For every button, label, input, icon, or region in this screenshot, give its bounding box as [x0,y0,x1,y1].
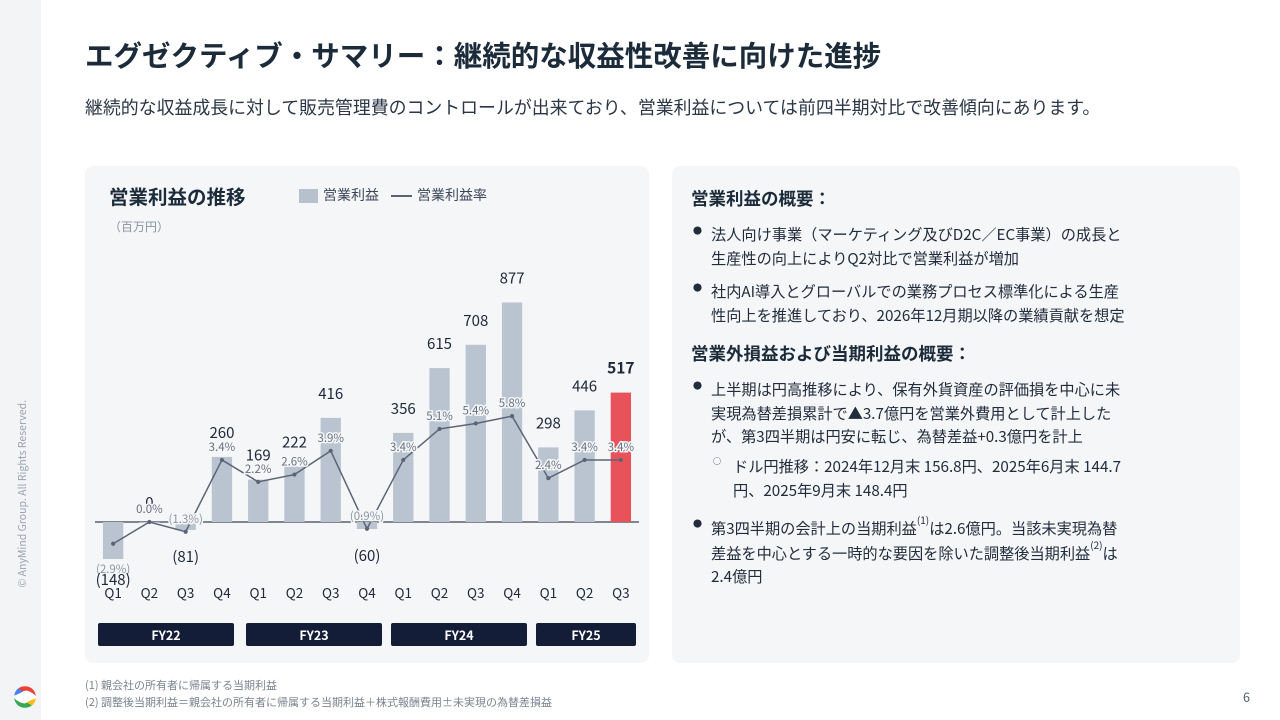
svg-text:(60): (60) [354,545,381,566]
svg-text:446: 446 [572,375,597,396]
svg-text:Q1: Q1 [249,582,267,602]
svg-text:356: 356 [391,398,416,419]
svg-text:708: 708 [463,310,488,331]
svg-text:Q1: Q1 [104,582,122,602]
svg-text:877: 877 [500,267,525,288]
svg-text:Q2: Q2 [576,582,594,602]
svg-text:Q2: Q2 [431,582,449,602]
svg-text:5.1%: 5.1% [426,408,453,424]
svg-text:Q2: Q2 [141,582,159,602]
svg-text:615: 615 [427,333,452,354]
svg-text:2.6%: 2.6% [281,454,308,470]
svg-text:(1.3%): (1.3%) [169,511,203,527]
svg-text:5.4%: 5.4% [463,402,490,418]
svg-text:3.4%: 3.4% [209,439,236,455]
svg-text:2.4%: 2.4% [535,457,562,473]
svg-text:Q1: Q1 [395,582,413,602]
svg-text:Q4: Q4 [358,582,376,602]
svg-text:Q4: Q4 [213,582,231,602]
svg-text:298: 298 [536,412,561,433]
svg-text:3.4%: 3.4% [571,439,598,455]
svg-text:Q3: Q3 [612,582,630,602]
svg-text:0.0%: 0.0% [136,501,163,517]
svg-text:Q3: Q3 [177,582,195,602]
svg-text:Q2: Q2 [286,582,304,602]
svg-text:3.9%: 3.9% [317,430,344,446]
svg-text:2.2%: 2.2% [245,461,272,477]
svg-text:5.8%: 5.8% [499,395,526,411]
svg-text:Q3: Q3 [467,582,485,602]
svg-text:(81): (81) [172,546,199,567]
svg-text:3.4%: 3.4% [390,439,417,455]
svg-text:Q4: Q4 [503,582,521,602]
svg-text:517: 517 [607,357,634,379]
svg-text:Q1: Q1 [540,582,558,602]
svg-text:3.4%: 3.4% [608,439,635,455]
svg-text:416: 416 [318,383,343,404]
svg-text:222: 222 [282,431,307,452]
svg-text:Q3: Q3 [322,582,340,602]
svg-text:(0.9%): (0.9%) [350,508,384,524]
